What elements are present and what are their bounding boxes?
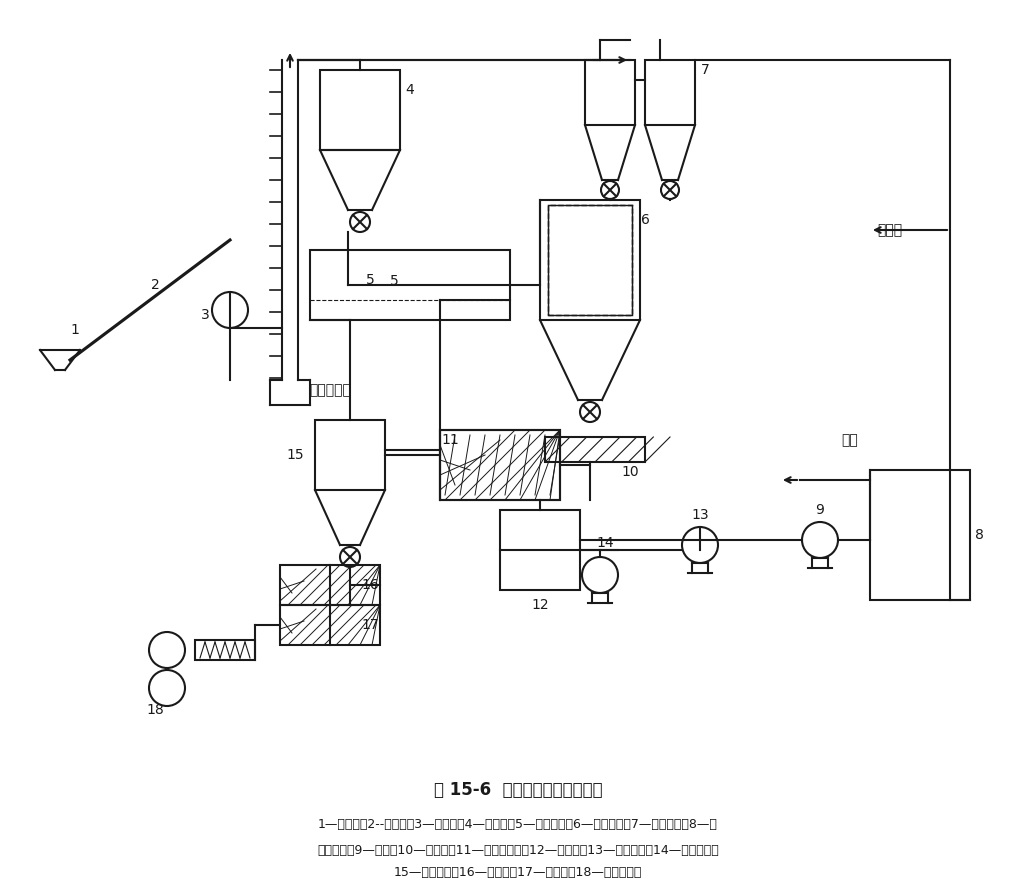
Text: 8: 8: [975, 528, 984, 542]
Bar: [585, 60, 635, 125]
Text: 14: 14: [596, 536, 613, 550]
Text: 3: 3: [201, 308, 209, 322]
Bar: [440, 430, 560, 500]
Bar: [870, 470, 970, 600]
Bar: [440, 430, 560, 500]
Text: 冷却水: 冷却水: [877, 223, 902, 237]
Text: 6: 6: [640, 213, 650, 227]
Bar: [280, 605, 380, 645]
Text: 5: 5: [390, 274, 399, 288]
Text: 放散: 放散: [841, 433, 859, 447]
Text: 10: 10: [622, 465, 639, 479]
Text: 13: 13: [691, 508, 709, 522]
Bar: [315, 420, 385, 490]
Bar: [540, 200, 640, 320]
Text: 图 15-6  厦门铁厂热压工艺流程: 图 15-6 厦门铁厂热压工艺流程: [434, 781, 602, 799]
Text: 1: 1: [70, 323, 80, 337]
Text: 9: 9: [815, 503, 825, 517]
Bar: [548, 205, 632, 315]
Text: 15: 15: [286, 448, 304, 462]
Bar: [310, 250, 510, 320]
Bar: [645, 60, 695, 125]
Bar: [548, 205, 632, 315]
Text: 4: 4: [406, 83, 414, 97]
Bar: [195, 640, 255, 660]
Text: 2: 2: [150, 278, 160, 292]
Text: 5: 5: [366, 273, 374, 287]
Text: 15—大分离器；16—准温筒；17—挤压机；18—对辊成型机: 15—大分离器；16—准温筒；17—挤压机；18—对辊成型机: [394, 866, 642, 879]
Bar: [320, 70, 400, 150]
Text: 18: 18: [146, 703, 164, 717]
Text: 1—受煤坑；2--叉运机；3—粉碎机；4—粉煤仓；5—预热转筒；6—中间煤仓；7—小分离器；8—汽: 1—受煤坑；2--叉运机；3—粉碎机；4—粉煤仓；5—预热转筒；6—中间煤仓；7…: [318, 819, 718, 831]
Text: 水分离器；9—烟泵；10—给料机；11—旋风加热筒；12—燃烧炉；13—空气风机；14—煤气风机；: 水分离器；9—烟泵；10—给料机；11—旋风加热筒；12—燃烧炉；13—空气风机…: [317, 843, 719, 857]
Text: 17: 17: [362, 618, 379, 632]
Text: 11: 11: [441, 433, 459, 447]
Bar: [500, 510, 580, 590]
Text: 放散或回收: 放散或回收: [309, 383, 351, 397]
Text: 16: 16: [362, 578, 379, 592]
Bar: [545, 437, 645, 462]
Text: 7: 7: [700, 63, 710, 77]
Text: 12: 12: [531, 598, 549, 612]
Bar: [280, 565, 380, 605]
